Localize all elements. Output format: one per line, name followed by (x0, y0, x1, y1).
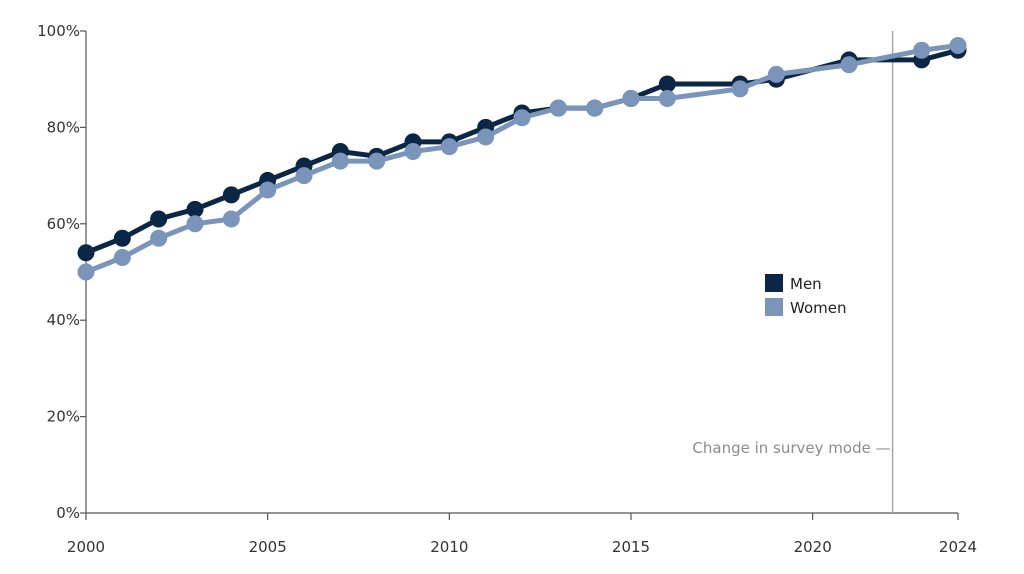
data-point-women (404, 143, 422, 160)
data-point-women (622, 89, 640, 107)
data-point-women (840, 56, 858, 74)
data-point-women (368, 152, 386, 170)
x-ticks: 2000 2005 2010 2015 2020 2024 (67, 513, 977, 556)
data-point-women (331, 152, 349, 170)
data-point-women (767, 65, 785, 83)
data-point-women (513, 109, 531, 127)
data-point-women (658, 89, 676, 107)
x-tick-label: 2000 (67, 538, 105, 556)
x-tick-label: 2015 (612, 538, 650, 556)
data-point-women (949, 36, 967, 54)
data-point-women (913, 41, 931, 59)
x-tick-label: 2020 (794, 538, 832, 556)
legend: Men Women (765, 274, 846, 317)
data-point-women (150, 229, 168, 247)
data-point-women (113, 249, 131, 267)
data-point-women (586, 99, 604, 117)
data-point-women (77, 263, 95, 281)
data-point-women (295, 167, 313, 185)
legend-swatch-men (765, 274, 783, 292)
data-point-women (186, 215, 204, 233)
data-point-women (731, 80, 749, 98)
survey-mode-label: Change in survey mode — (692, 439, 890, 457)
x-tick-label: 2024 (939, 538, 977, 556)
legend-label-men: Men (790, 275, 822, 293)
y-tick-label: 80% (47, 118, 80, 136)
legend-swatch-women (765, 298, 783, 316)
x-tick-label: 2005 (249, 538, 287, 556)
data-point-men (77, 244, 95, 262)
series-layer (77, 36, 967, 281)
y-ticks: 0% 20% 40% 60% 80% 100% (37, 22, 86, 522)
series-women (77, 36, 967, 281)
y-tick-label: 20% (47, 408, 80, 426)
data-point-men (150, 210, 168, 228)
data-point-men (113, 229, 131, 247)
y-tick-label: 0% (56, 504, 80, 522)
series-line-women (83, 42, 961, 275)
data-point-men (222, 186, 240, 204)
survey-mode-annotation: Change in survey mode — (692, 31, 894, 513)
x-tick-label: 2010 (430, 538, 468, 556)
data-point-men (658, 75, 676, 93)
series-men (77, 41, 967, 262)
data-point-women (477, 128, 495, 146)
data-point-women (259, 181, 277, 199)
legend-label-women: Women (790, 299, 846, 317)
data-point-women (222, 210, 240, 228)
data-point-women (440, 138, 458, 156)
data-point-men (186, 200, 204, 218)
y-tick-label: 100% (37, 22, 80, 40)
data-point-women (549, 99, 567, 117)
y-tick-label: 60% (47, 215, 80, 233)
y-tick-label: 40% (47, 311, 80, 329)
